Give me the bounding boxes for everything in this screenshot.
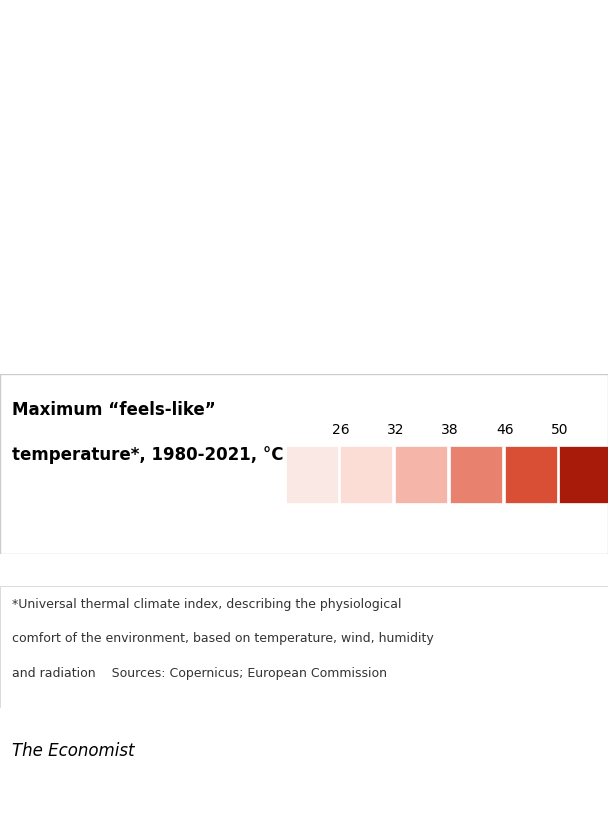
Text: comfort of the environment, based on temperature, wind, humidity: comfort of the environment, based on tem… — [12, 632, 434, 646]
Bar — [395, 446, 447, 503]
Text: 38: 38 — [441, 423, 458, 437]
Text: Maximum “feels-like”: Maximum “feels-like” — [12, 401, 216, 419]
Text: and radiation    Sources: Copernicus; European Commission: and radiation Sources: Copernicus; Europ… — [12, 667, 387, 680]
Text: 26: 26 — [332, 423, 349, 437]
Bar — [559, 446, 608, 503]
Bar — [286, 446, 338, 503]
Text: The Economist: The Economist — [12, 742, 134, 759]
Text: temperature*, 1980-2021, °C: temperature*, 1980-2021, °C — [12, 446, 284, 464]
Text: 46: 46 — [496, 423, 513, 437]
Bar — [450, 446, 502, 503]
Text: 50: 50 — [551, 423, 568, 437]
Text: 32: 32 — [387, 423, 404, 437]
Text: *Universal thermal climate index, describing the physiological: *Universal thermal climate index, descri… — [12, 598, 402, 611]
Bar — [340, 446, 392, 503]
Bar — [505, 446, 557, 503]
